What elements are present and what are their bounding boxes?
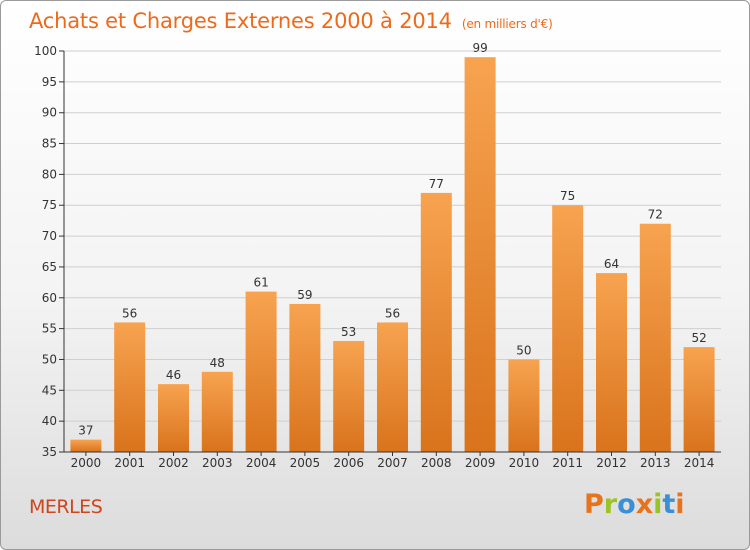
logo-letter-4: i bbox=[653, 489, 663, 520]
data-label-2008: 77 bbox=[429, 177, 444, 191]
proxiti-logo: Proxiti bbox=[584, 489, 685, 520]
x-tick-label-2005: 2005 bbox=[290, 456, 321, 470]
x-tick-label-2000: 2000 bbox=[71, 456, 102, 470]
y-tick-label-50: 50 bbox=[42, 352, 57, 366]
y-tick-label-75: 75 bbox=[42, 198, 57, 212]
y-tick-label-90: 90 bbox=[42, 106, 57, 120]
y-tick-label-55: 55 bbox=[42, 322, 57, 336]
data-label-2002: 46 bbox=[166, 368, 181, 382]
y-tick-label-60: 60 bbox=[42, 291, 57, 305]
x-tick-label-2013: 2013 bbox=[640, 456, 671, 470]
axes: 35 40 45 50 55 60 65 70 75 80 85 90 95 100 2000 2001 200… bbox=[34, 44, 721, 470]
logo-letter-5: t bbox=[662, 489, 676, 520]
x-tick-label-2003: 2003 bbox=[202, 456, 233, 470]
data-label-2012: 64 bbox=[604, 257, 619, 271]
x-tick-label-2011: 2011 bbox=[552, 456, 583, 470]
y-tick-label-35: 35 bbox=[42, 445, 57, 459]
data-label-2011: 75 bbox=[560, 189, 575, 203]
bar-2006 bbox=[333, 340, 365, 452]
chart-title-text: Achats et Charges Externes 2000 à 2014 bbox=[29, 9, 452, 33]
data-label-2007: 56 bbox=[385, 306, 400, 320]
y-tick-label-95: 95 bbox=[42, 75, 57, 89]
x-tick-label-2012: 2012 bbox=[596, 456, 627, 470]
location-label: MERLES bbox=[29, 496, 103, 518]
bar-2014 bbox=[683, 347, 715, 452]
bar-2001 bbox=[114, 322, 146, 452]
y-tick-label-80: 80 bbox=[42, 167, 57, 181]
y-tick-label-40: 40 bbox=[42, 414, 57, 428]
data-label-2000: 37 bbox=[78, 424, 93, 438]
bar-2007 bbox=[377, 322, 408, 452]
bar-2000 bbox=[70, 439, 102, 452]
y-tick-label-70: 70 bbox=[42, 229, 57, 243]
data-labels: 37 56 46 48 61 59 53 56 77 99 50 75 64 72 52 bbox=[78, 41, 706, 437]
chart-title: Achats et Charges Externes 2000 à 2014 (e… bbox=[29, 9, 553, 33]
bar-2008 bbox=[420, 192, 452, 452]
bar-2005 bbox=[289, 303, 321, 452]
logo-letter-6: i bbox=[675, 489, 685, 520]
bar-2004 bbox=[245, 291, 277, 452]
logo-letter-0: P bbox=[584, 489, 604, 520]
data-label-2010: 50 bbox=[516, 343, 531, 357]
y-tick-label-100: 100 bbox=[34, 44, 57, 58]
x-tick-label-2010: 2010 bbox=[509, 456, 540, 470]
y-tick-label-45: 45 bbox=[42, 383, 57, 397]
data-label-2004: 61 bbox=[253, 276, 268, 290]
data-label-2003: 48 bbox=[210, 356, 225, 370]
data-label-2013: 72 bbox=[648, 208, 663, 222]
data-label-2014: 52 bbox=[691, 331, 706, 345]
x-tick-label-2002: 2002 bbox=[158, 456, 189, 470]
data-label-2005: 59 bbox=[297, 288, 312, 302]
logo-letter-3: x bbox=[635, 489, 654, 520]
bar-2012 bbox=[596, 273, 627, 452]
data-label-2001: 56 bbox=[122, 306, 137, 320]
x-tick-label-2006: 2006 bbox=[333, 456, 364, 470]
y-tick-label-85: 85 bbox=[42, 137, 57, 151]
logo-letter-1: r bbox=[603, 489, 618, 520]
logo-letter-2: o bbox=[617, 489, 636, 520]
bar-2013 bbox=[639, 223, 671, 452]
x-tick-label-2001: 2001 bbox=[114, 456, 145, 470]
x-tick-label-2007: 2007 bbox=[377, 456, 408, 470]
bar-2003 bbox=[201, 371, 233, 452]
bar-2002 bbox=[158, 384, 189, 452]
y-tick-label-65: 65 bbox=[42, 260, 57, 274]
data-label-2009: 99 bbox=[472, 41, 487, 55]
x-tick-label-2004: 2004 bbox=[246, 456, 277, 470]
x-tick-label-2014: 2014 bbox=[684, 456, 715, 470]
x-tick-label-2009: 2009 bbox=[465, 456, 496, 470]
bar-2010 bbox=[508, 359, 540, 452]
bar-2011 bbox=[552, 205, 584, 452]
bars bbox=[70, 57, 715, 453]
bar-2009 bbox=[464, 57, 496, 453]
x-tick-label-2008: 2008 bbox=[421, 456, 452, 470]
chart-subtitle: (en milliers d'€) bbox=[461, 17, 553, 31]
data-label-2006: 53 bbox=[341, 325, 356, 339]
